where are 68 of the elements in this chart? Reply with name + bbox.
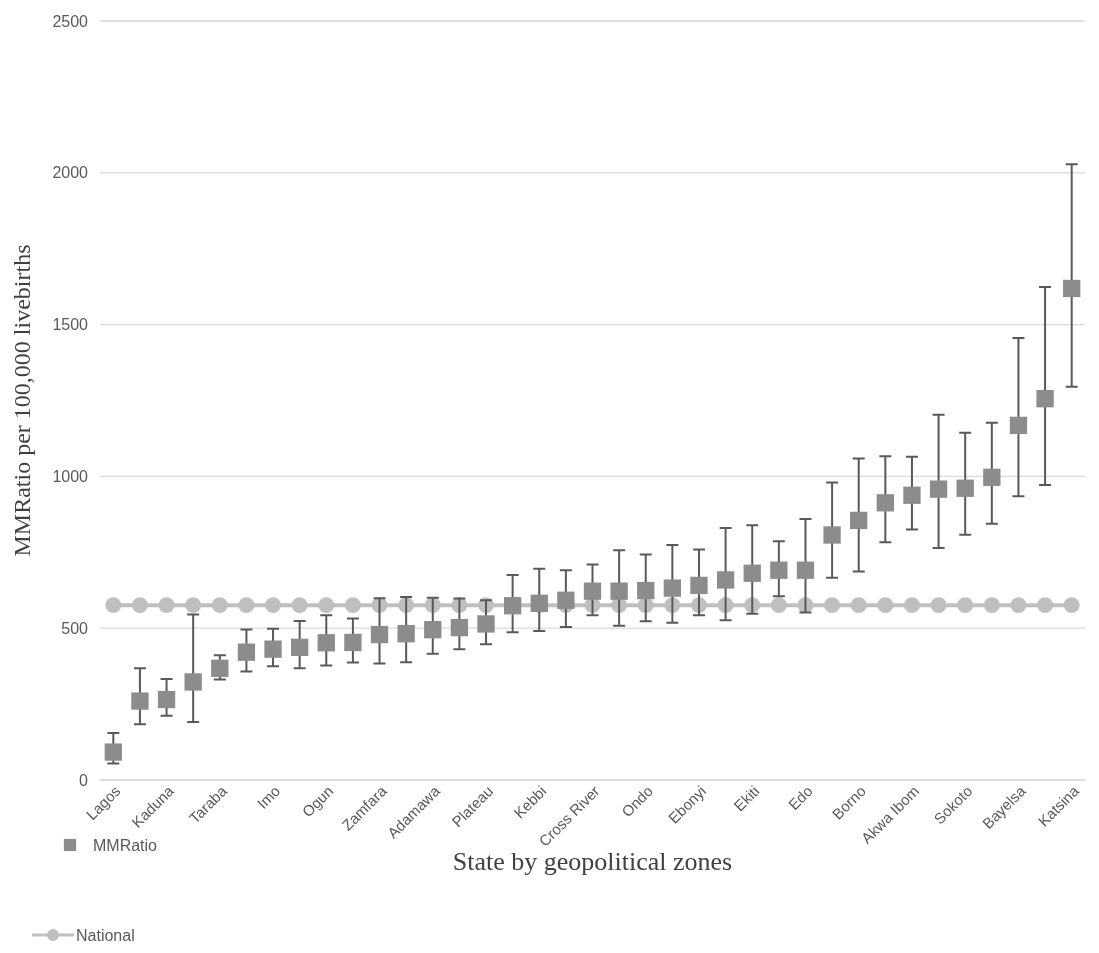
point	[264, 640, 282, 658]
y-tick-label: 500	[61, 619, 89, 637]
point	[1010, 597, 1027, 614]
legend-label: MMRatio	[93, 837, 158, 854]
point	[105, 597, 122, 614]
point	[291, 638, 309, 656]
point	[824, 597, 841, 614]
point	[131, 692, 149, 710]
y-tick-label: 2000	[52, 164, 89, 182]
point	[983, 597, 1000, 614]
point	[796, 561, 815, 579]
point	[237, 643, 256, 661]
point	[957, 597, 974, 614]
point	[158, 597, 175, 614]
y-tick-label: 2500	[52, 12, 89, 30]
point	[610, 582, 628, 600]
point	[238, 597, 255, 614]
point	[850, 597, 867, 614]
x-tick-label: Edo	[784, 782, 816, 814]
point	[265, 597, 282, 614]
point	[823, 526, 841, 544]
point	[1009, 416, 1028, 435]
point	[1036, 390, 1054, 408]
point	[930, 597, 947, 614]
point	[184, 673, 202, 691]
point	[1063, 597, 1080, 614]
point	[104, 743, 122, 761]
point	[690, 576, 708, 595]
point	[211, 659, 229, 677]
x-tick-label: Imo	[253, 782, 284, 812]
point	[1037, 597, 1054, 614]
point	[956, 479, 974, 497]
point	[770, 597, 787, 614]
legend-label: National	[76, 927, 135, 944]
point	[716, 571, 735, 589]
point	[743, 564, 761, 582]
point	[317, 634, 335, 652]
point	[1063, 279, 1081, 298]
point	[877, 597, 894, 614]
point	[770, 561, 788, 579]
point	[876, 494, 894, 512]
point	[637, 581, 655, 600]
point	[903, 486, 921, 504]
point	[903, 597, 920, 614]
point	[557, 591, 575, 609]
point	[370, 625, 389, 644]
y-tick-label: 1000	[52, 468, 89, 486]
point	[583, 582, 602, 600]
point	[477, 615, 495, 633]
point	[344, 597, 361, 614]
point	[318, 597, 335, 614]
y-axis-title: MMRatio per 100,000 livebirths	[9, 244, 35, 557]
point	[344, 633, 362, 652]
point	[929, 480, 948, 498]
point	[663, 579, 682, 597]
point	[157, 690, 176, 709]
point	[291, 597, 308, 614]
y-tick-label: 0	[79, 771, 89, 789]
point	[211, 597, 228, 614]
point	[850, 511, 868, 530]
point	[424, 621, 442, 639]
y-tick-label: 1500	[52, 316, 89, 334]
point	[983, 468, 1001, 486]
point	[185, 597, 202, 614]
point	[397, 625, 415, 643]
point	[131, 597, 148, 614]
x-axis-title: State by geopolitical zones	[452, 847, 733, 876]
point	[450, 618, 469, 637]
